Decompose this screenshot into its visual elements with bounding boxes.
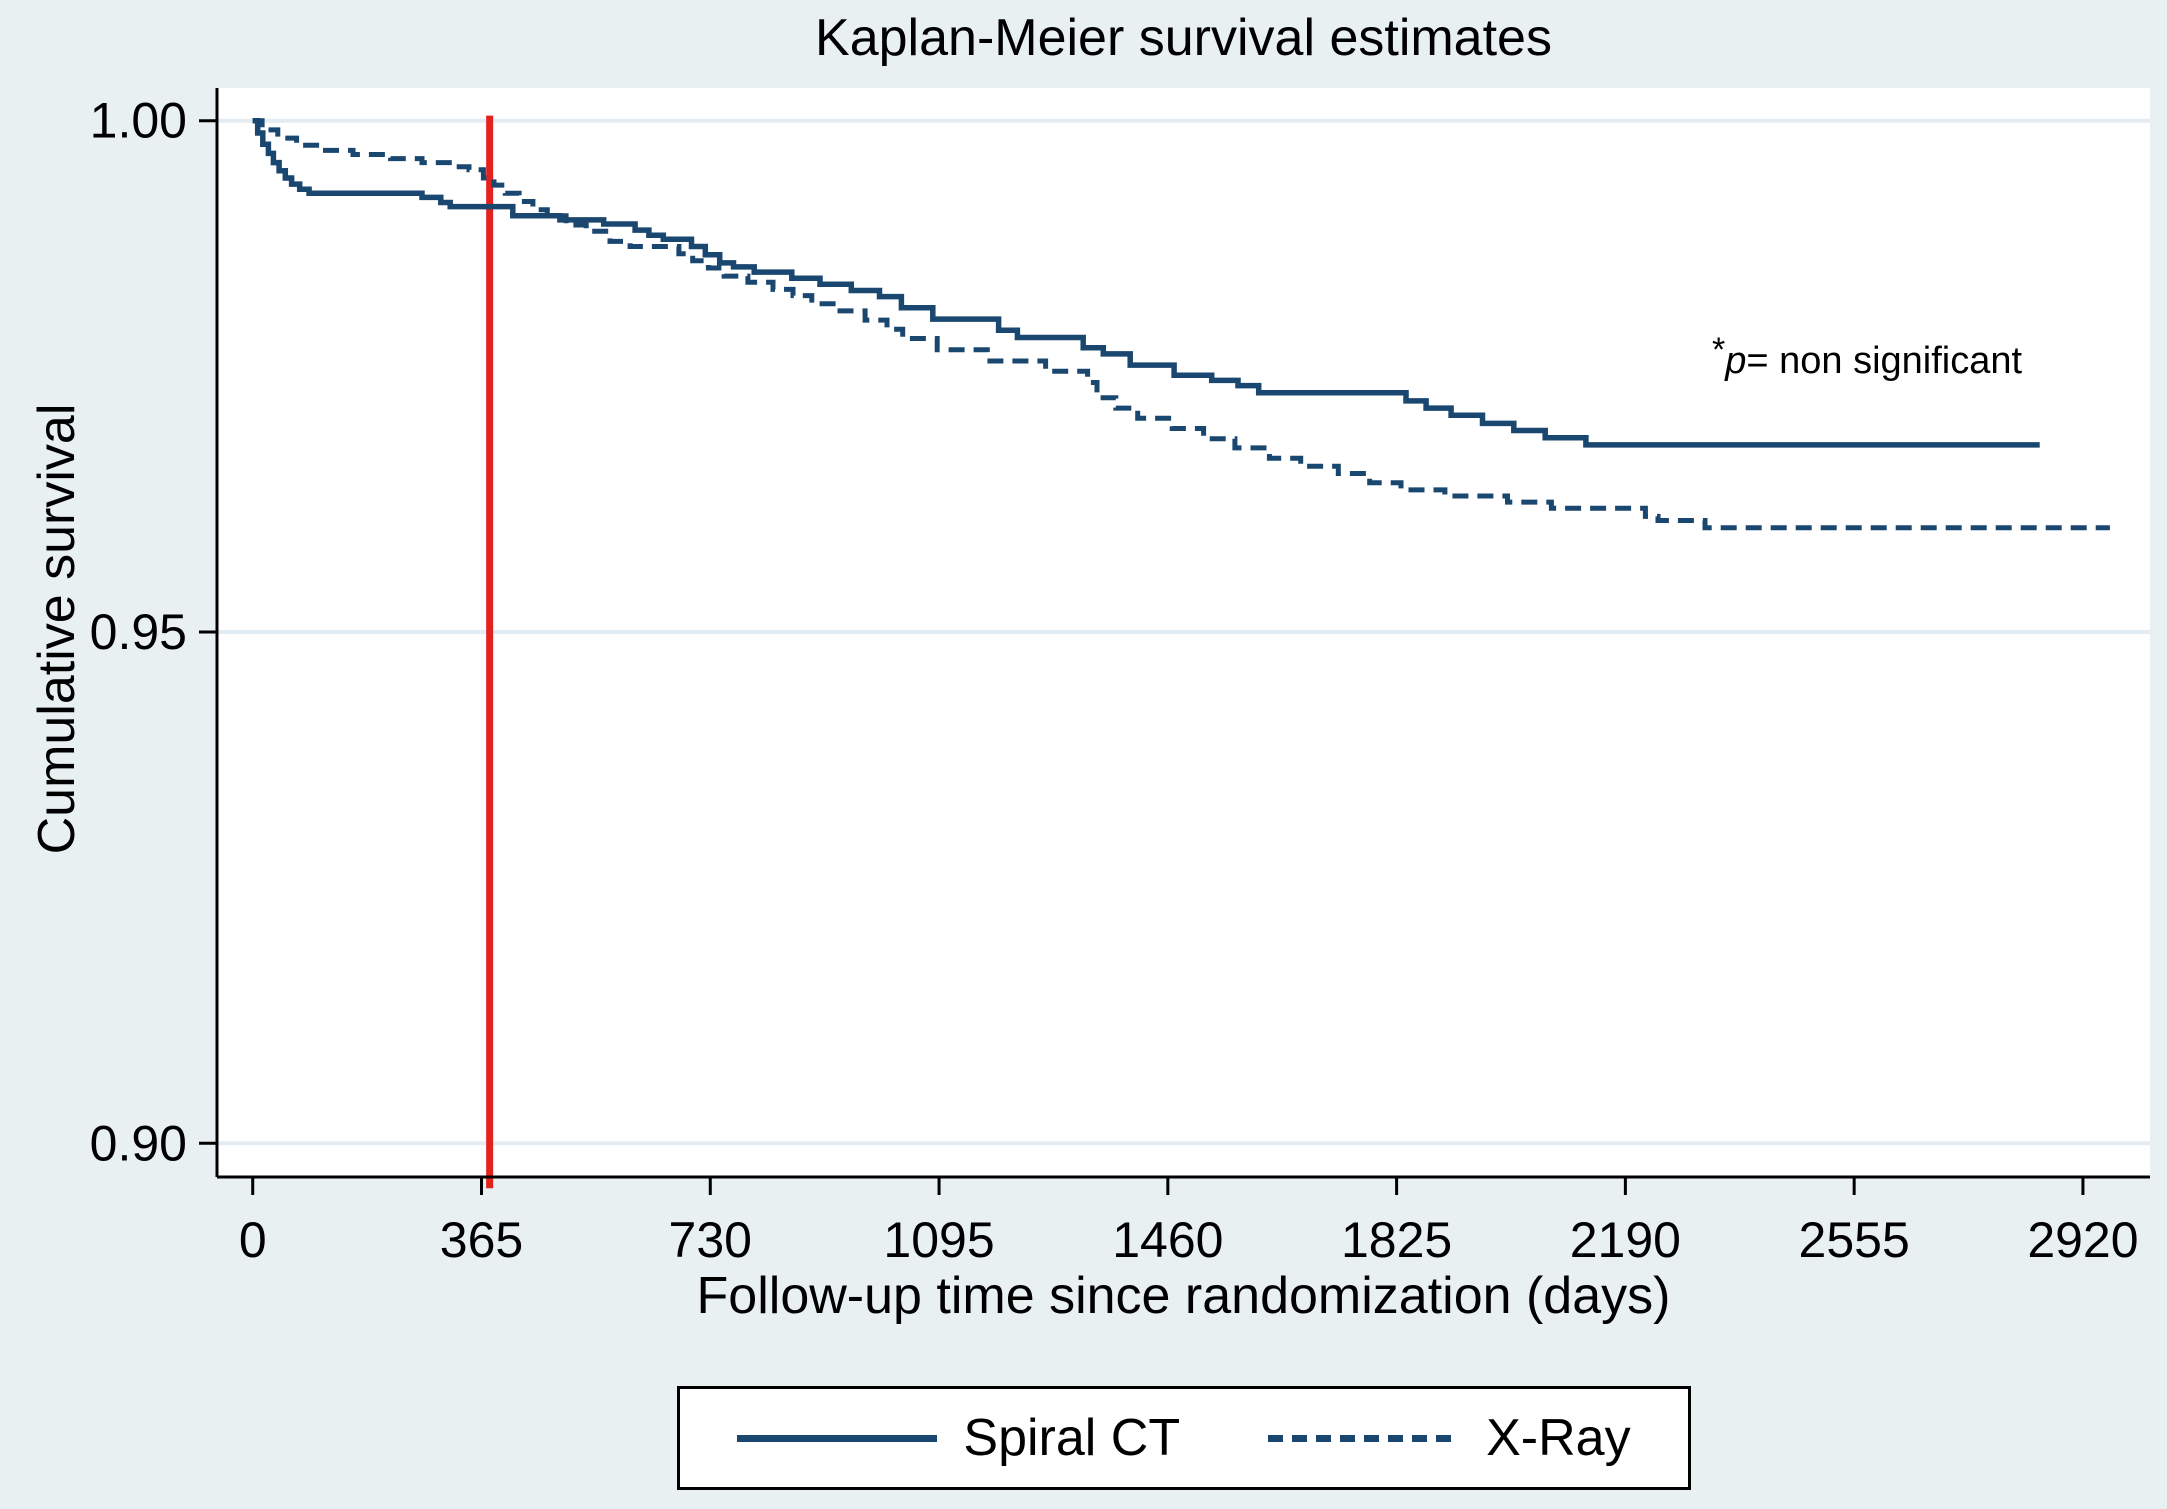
annotation-text: = non significant [1746, 340, 2023, 382]
y-axis-title: Cumulative survival [28, 403, 86, 855]
legend-label-x-ray: X-Ray [1486, 1409, 1631, 1467]
x-tick-label-2555: 2555 [1799, 1212, 1910, 1268]
x-tick-label-1095: 1095 [883, 1212, 994, 1268]
y-tick-label-0.90: 0.90 [90, 1115, 187, 1171]
survival-curve-spiral-ct [252, 117, 2040, 448]
y-tick-label-1.00: 1.00 [90, 93, 187, 149]
x-tick-label-730: 730 [669, 1212, 752, 1268]
survival-curve-x-ray [252, 118, 2110, 531]
x-tick-label-365: 365 [440, 1212, 523, 1268]
annotation-asterisk: * [1712, 331, 1726, 369]
x-tick-label-0: 0 [239, 1212, 267, 1268]
x-tick-label-1460: 1460 [1112, 1212, 1223, 1268]
dashed-line-sample-icon [1268, 1434, 1461, 1442]
legend-item-x-ray: X-Ray [1268, 1408, 1631, 1468]
annotation-p-symbol: p [1725, 340, 1747, 382]
legend-item-spiral-ct: Spiral CT [737, 1408, 1180, 1468]
legend-box: Spiral CT X-Ray [677, 1386, 1691, 1490]
x-tick-label-1825: 1825 [1341, 1212, 1452, 1268]
solid-line-sample-icon [737, 1434, 938, 1442]
chart-title: Kaplan-Meier survival estimates [815, 9, 1552, 67]
y-tick-label-0.95: 0.95 [90, 604, 187, 660]
legend-label-spiral-ct: Spiral CT [963, 1409, 1181, 1467]
x-tick-label-2920: 2920 [2027, 1212, 2138, 1268]
p-value-annotation: *p= non significant [1712, 331, 2023, 383]
x-tick-label-2190: 2190 [1570, 1212, 1681, 1268]
x-axis-title: Follow-up time since randomization (days… [696, 1267, 1671, 1325]
